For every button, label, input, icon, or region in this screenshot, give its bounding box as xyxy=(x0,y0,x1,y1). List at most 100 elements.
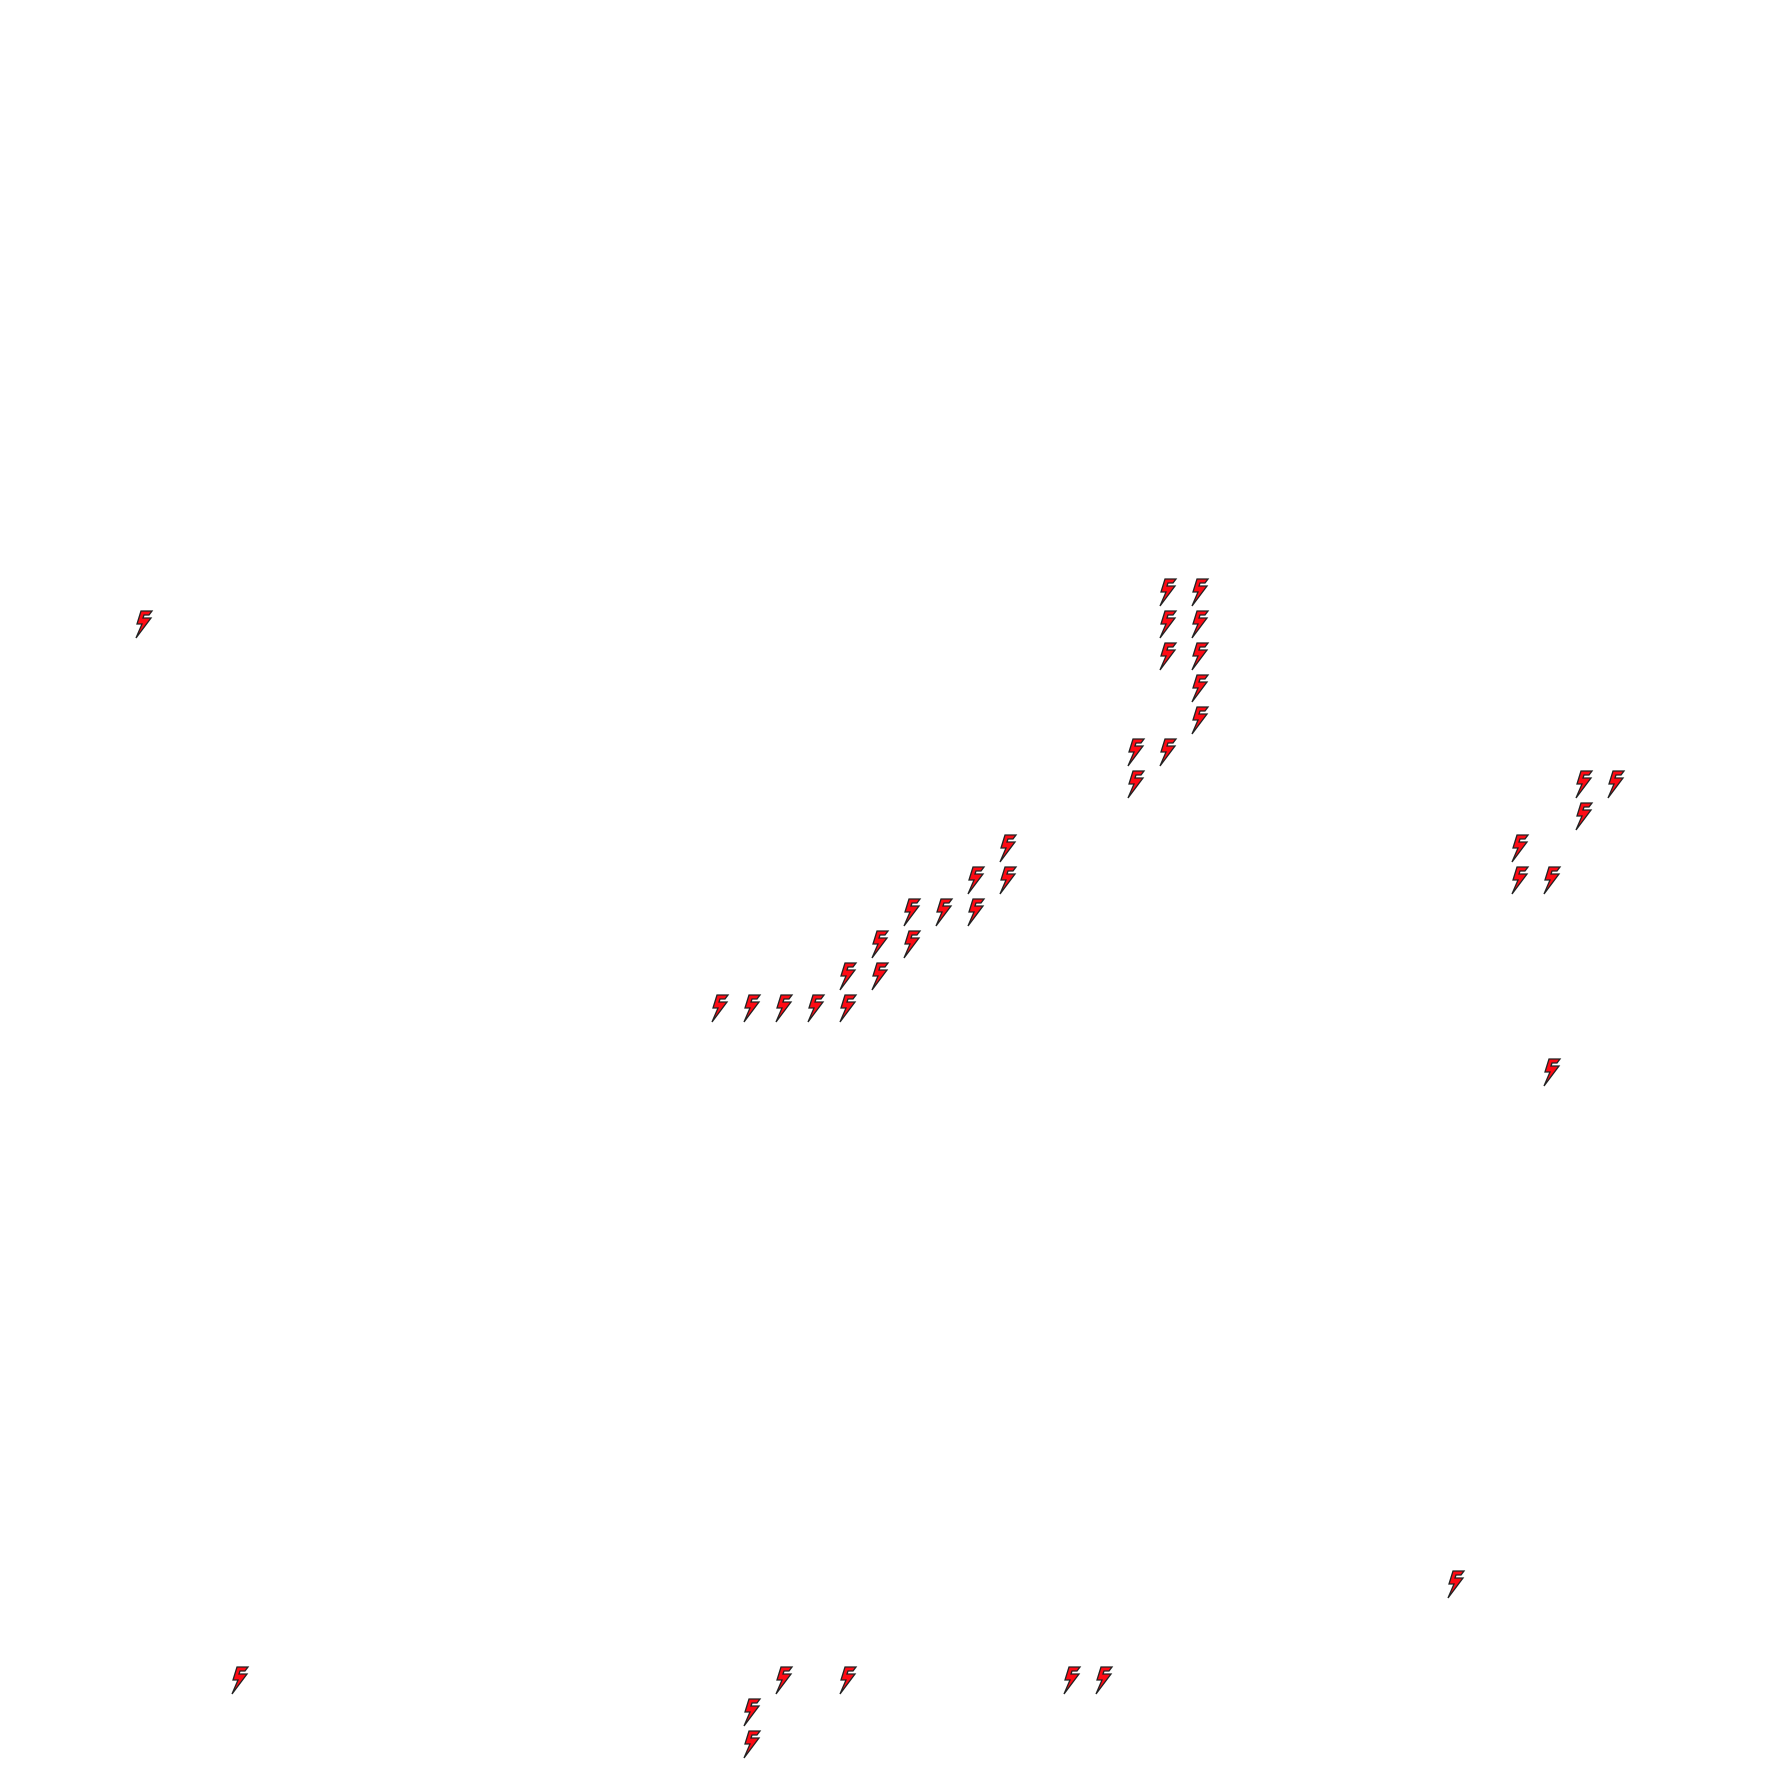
lightning-bolt-icon xyxy=(864,928,896,960)
lightning-bolt-shape xyxy=(743,994,762,1023)
lightning-bolt-icon xyxy=(896,896,928,928)
lightning-bolt-icon xyxy=(1184,704,1216,736)
lightning-bolt-shape xyxy=(1191,578,1210,607)
lightning-bolt-icon xyxy=(768,992,800,1024)
lightning-bolt-glyph xyxy=(871,962,890,991)
lightning-bolt-shape xyxy=(1543,866,1562,895)
lightning-bolt-glyph xyxy=(711,994,730,1023)
lightning-bolt-shape xyxy=(1511,834,1530,863)
lightning-bolt-shape xyxy=(1159,578,1178,607)
lightning-bolt-glyph xyxy=(1511,866,1530,895)
lightning-bolt-icon xyxy=(1184,672,1216,704)
lightning-bolt-icon xyxy=(224,1664,256,1696)
lightning-bolt-shape xyxy=(839,994,858,1023)
lightning-bolt-shape xyxy=(967,898,986,927)
lightning-bolt-glyph xyxy=(1607,770,1626,799)
lightning-bolt-glyph xyxy=(231,1666,250,1695)
lightning-bolt-icon xyxy=(768,1664,800,1696)
lightning-bolt-glyph xyxy=(935,898,954,927)
lightning-bolt-shape xyxy=(1127,738,1146,767)
lightning-bolt-icon xyxy=(1152,640,1184,672)
lightning-bolt-icon xyxy=(1568,768,1600,800)
lightning-bolt-shape xyxy=(1543,1058,1562,1087)
lightning-bolt-glyph xyxy=(999,866,1018,895)
lightning-bolt-glyph xyxy=(135,610,154,639)
lightning-bolt-glyph xyxy=(1511,834,1530,863)
lightning-bolt-shape xyxy=(1159,642,1178,671)
lightning-bolt-icon xyxy=(1536,1056,1568,1088)
lightning-bolt-glyph xyxy=(1191,674,1210,703)
lightning-bolt-icon xyxy=(1184,576,1216,608)
lightning-bolt-glyph xyxy=(903,898,922,927)
lightning-bolt-icon xyxy=(704,992,736,1024)
lightning-bolt-icon xyxy=(992,864,1024,896)
lightning-bolt-glyph xyxy=(775,994,794,1023)
lightning-bolt-shape xyxy=(1607,770,1626,799)
lightning-bolt-icon xyxy=(1568,800,1600,832)
lightning-bolt-icon xyxy=(960,896,992,928)
lightning-bolt-shape xyxy=(1159,610,1178,639)
lightning-bolt-icon xyxy=(736,992,768,1024)
lightning-bolt-icon xyxy=(1504,864,1536,896)
lightning-bolt-icon xyxy=(1184,608,1216,640)
lightning-bolt-glyph xyxy=(999,834,1018,863)
lightning-bolt-glyph xyxy=(807,994,826,1023)
lightning-bolt-shape xyxy=(1575,770,1594,799)
lightning-bolt-shape xyxy=(871,930,890,959)
lightning-bolt-glyph xyxy=(1447,1570,1466,1599)
lightning-bolt-shape xyxy=(231,1666,250,1695)
lightning-bolt-shape xyxy=(1191,610,1210,639)
lightning-bolt-icon xyxy=(928,896,960,928)
lightning-bolt-glyph xyxy=(1191,610,1210,639)
lightning-bolt-icon xyxy=(800,992,832,1024)
lightning-bolt-icon xyxy=(896,928,928,960)
lightning-bolt-glyph xyxy=(1159,738,1178,767)
lightning-bolt-shape xyxy=(1127,770,1146,799)
lightning-bolt-glyph xyxy=(743,994,762,1023)
lightning-bolt-shape xyxy=(871,962,890,991)
lightning-bolt-glyph xyxy=(1575,770,1594,799)
lightning-bolt-glyph xyxy=(743,1730,762,1759)
lightning-bolt-icon xyxy=(1600,768,1632,800)
lightning-bolt-icon xyxy=(736,1728,768,1760)
lightning-bolt-shape xyxy=(839,962,858,991)
lightning-bolt-icon xyxy=(736,1696,768,1728)
lightning-bolt-glyph xyxy=(967,866,986,895)
lightning-bolt-shape xyxy=(1191,642,1210,671)
lightning-bolt-shape xyxy=(839,1666,858,1695)
lightning-bolt-icon xyxy=(128,608,160,640)
lightning-bolt-icon xyxy=(1152,736,1184,768)
lightning-bolt-glyph xyxy=(1191,706,1210,735)
lightning-bolt-icon xyxy=(1504,832,1536,864)
lightning-bolt-icon xyxy=(960,864,992,896)
lightning-bolt-glyph xyxy=(1191,578,1210,607)
lightning-bolt-icon xyxy=(864,960,896,992)
lightning-bolt-shape xyxy=(711,994,730,1023)
lightning-bolt-glyph xyxy=(1159,610,1178,639)
lightning-bolt-icon xyxy=(1152,608,1184,640)
lightning-bolt-glyph xyxy=(1543,866,1562,895)
lightning-bolt-glyph xyxy=(1063,1666,1082,1695)
lightning-bolt-glyph xyxy=(871,930,890,959)
lightning-bolt-shape xyxy=(135,610,154,639)
lightning-bolt-icon xyxy=(832,992,864,1024)
lightning-bolt-shape xyxy=(1447,1570,1466,1599)
lightning-bolt-glyph xyxy=(839,1666,858,1695)
lightning-bolt-icon xyxy=(832,1664,864,1696)
lightning-bolt-icon xyxy=(1184,640,1216,672)
lightning-bolt-icon xyxy=(1440,1568,1472,1600)
lightning-bolt-shape xyxy=(999,834,1018,863)
lightning-bolt-icon xyxy=(1088,1664,1120,1696)
lightning-bolt-icon xyxy=(832,960,864,992)
lightning-bolt-glyph xyxy=(775,1666,794,1695)
lightning-bolt-glyph xyxy=(743,1698,762,1727)
lightning-bolt-shape xyxy=(807,994,826,1023)
lightning-bolt-icon xyxy=(1120,736,1152,768)
lightning-bolt-shape xyxy=(903,930,922,959)
lightning-bolt-glyph xyxy=(1159,642,1178,671)
lightning-bolt-shape xyxy=(1159,738,1178,767)
lightning-bolt-shape xyxy=(1511,866,1530,895)
lightning-bolt-glyph xyxy=(1543,1058,1562,1087)
lightning-bolt-shape xyxy=(1095,1666,1114,1695)
